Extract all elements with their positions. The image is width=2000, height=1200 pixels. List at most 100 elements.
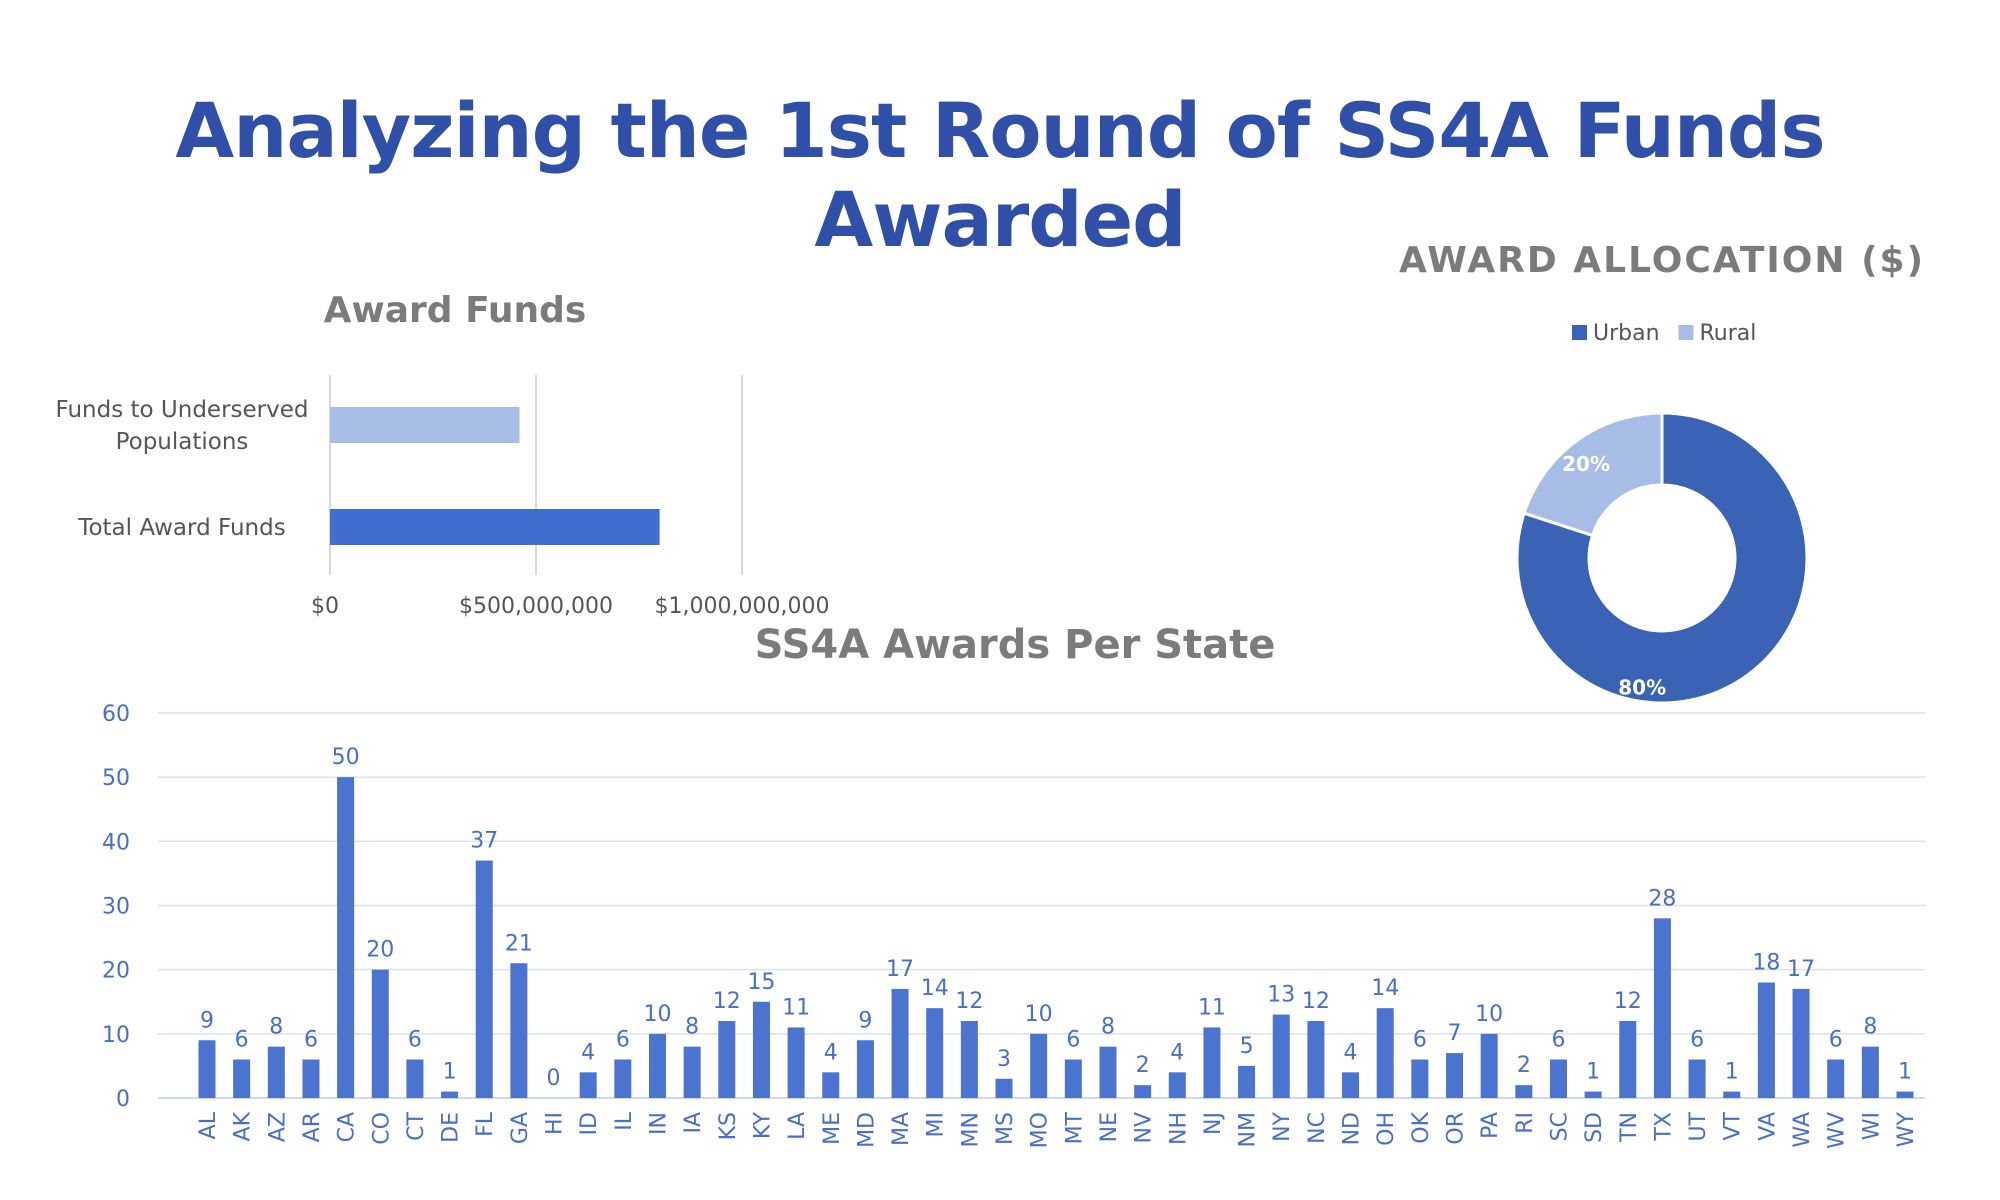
- state-data-label: 4: [1344, 1040, 1358, 1065]
- state-category-label: UT: [1686, 1111, 1711, 1141]
- state-bar-md: [856, 1040, 874, 1098]
- state-data-label: 37: [470, 829, 498, 854]
- state-bar-ia: [683, 1046, 701, 1098]
- state-category-label: MA: [889, 1112, 914, 1146]
- state-bar-ms: [995, 1078, 1013, 1098]
- state-bar-ri: [1515, 1085, 1533, 1098]
- award-funds-category: Total Award Funds: [77, 515, 285, 541]
- state-category-label: NM: [1236, 1112, 1261, 1147]
- state-data-label: 2: [1136, 1053, 1150, 1078]
- state-data-label: 21: [505, 931, 533, 956]
- state-bar-wa: [1792, 988, 1810, 1098]
- state-data-label: 12: [1614, 989, 1642, 1014]
- awards-per-state-y-ticks: 0 10 20 30 40 50 60: [102, 702, 130, 1112]
- award-funds-bar: [330, 509, 660, 545]
- state-data-label: 6: [408, 1028, 422, 1053]
- state-y-tick: 10: [102, 1023, 130, 1048]
- state-data-label: 0: [547, 1066, 561, 1091]
- state-y-tick: 50: [102, 766, 130, 791]
- state-category-label: IL: [612, 1111, 637, 1130]
- state-data-label: 6: [1066, 1028, 1080, 1053]
- state-bar-ne: [1099, 1046, 1117, 1098]
- state-data-label: 9: [200, 1008, 214, 1033]
- state-bar-ak: [233, 1059, 251, 1098]
- state-bar-az: [267, 1046, 285, 1098]
- award-funds-bar: [330, 407, 520, 443]
- state-data-label: 8: [269, 1015, 283, 1040]
- legend-swatch-rural: [1678, 325, 1694, 340]
- state-data-label: 18: [1752, 951, 1780, 976]
- state-bar-nj: [1203, 1027, 1221, 1098]
- state-category-label: SD: [1582, 1112, 1607, 1143]
- state-data-label: 6: [1829, 1028, 1843, 1053]
- state-data-label: 3: [997, 1047, 1011, 1072]
- state-data-label: 17: [886, 957, 914, 982]
- state-bar-sc: [1549, 1059, 1567, 1098]
- state-data-label: 8: [1101, 1015, 1115, 1040]
- state-category-label: NC: [1305, 1112, 1330, 1144]
- state-data-label: 5: [1240, 1034, 1254, 1059]
- state-category-label: NE: [1097, 1112, 1122, 1142]
- state-bar-wi: [1861, 1046, 1879, 1098]
- state-bar-nv: [1134, 1085, 1152, 1098]
- state-category-label: DE: [439, 1112, 464, 1143]
- award-allocation-legend: Urban Rural: [1572, 321, 1756, 346]
- state-category-label: FL: [473, 1111, 498, 1137]
- state-data-label: 50: [332, 745, 360, 770]
- state-data-label: 6: [235, 1028, 249, 1053]
- state-data-label: 1: [1898, 1060, 1912, 1085]
- state-bar-ar: [302, 1059, 320, 1098]
- state-bar-oh: [1376, 1008, 1394, 1098]
- state-category-label: ND: [1340, 1112, 1365, 1145]
- state-bar-nd: [1342, 1072, 1360, 1098]
- state-data-label: 10: [1475, 1002, 1503, 1027]
- awards-per-state-title: SS4A Awards Per State: [755, 622, 1276, 668]
- state-data-label: 8: [685, 1015, 699, 1040]
- pie-data-label: 20%: [1562, 452, 1610, 476]
- state-data-label: 4: [581, 1040, 595, 1065]
- state-category-label: TX: [1651, 1112, 1676, 1142]
- state-bar-in: [648, 1033, 666, 1098]
- state-category-label: RI: [1513, 1112, 1538, 1134]
- state-bar-id: [579, 1072, 597, 1098]
- state-category-label: MT: [1062, 1111, 1087, 1144]
- state-data-label: 6: [1690, 1028, 1704, 1053]
- state-data-label: 14: [921, 976, 949, 1001]
- state-data-label: 15: [747, 970, 775, 995]
- state-data-label: 8: [1863, 1015, 1877, 1040]
- state-category-label: LA: [785, 1112, 810, 1140]
- state-category-label: WA: [1790, 1112, 1815, 1148]
- state-category-label: AK: [231, 1111, 256, 1141]
- state-data-label: 6: [1551, 1028, 1565, 1053]
- state-data-label: 4: [824, 1040, 838, 1065]
- pie-slice-urban: [1515, 411, 1809, 705]
- state-category-label: NJ: [1201, 1112, 1226, 1135]
- state-category-label: CA: [335, 1112, 360, 1142]
- state-bar-de: [441, 1091, 459, 1098]
- state-category-label: GA: [508, 1112, 533, 1144]
- state-bar-me: [822, 1072, 840, 1098]
- state-data-label: 9: [858, 1008, 872, 1033]
- state-data-label: 1: [1725, 1060, 1739, 1085]
- state-data-label: 4: [1170, 1040, 1184, 1065]
- state-category-label: OR: [1444, 1112, 1469, 1145]
- state-category-label: HI: [543, 1112, 568, 1135]
- state-data-label: 28: [1648, 886, 1676, 911]
- state-data-label: 17: [1787, 957, 1815, 982]
- state-data-label: 1: [1586, 1060, 1600, 1085]
- state-data-label: 20: [366, 938, 394, 963]
- award-allocation-slices: [1515, 411, 1809, 705]
- state-bar-ut: [1688, 1059, 1706, 1098]
- state-category-label: MS: [993, 1112, 1018, 1145]
- award-funds-x-ticks: $0 $500,000,000 $1,000,000,000: [311, 594, 829, 619]
- legend-swatch-urban: [1572, 325, 1587, 340]
- state-data-label: 11: [1198, 995, 1226, 1020]
- state-category-label: KS: [716, 1112, 741, 1140]
- state-bar-wy: [1896, 1091, 1914, 1098]
- state-data-label: 7: [1448, 1021, 1462, 1046]
- state-bar-ky: [752, 1001, 770, 1098]
- awards-per-state-data-labels: 9686502061372104610812151149171412310682…: [200, 745, 1912, 1091]
- state-bar-pa: [1480, 1033, 1498, 1098]
- award-funds-x-tick: $1,000,000,000: [655, 594, 830, 619]
